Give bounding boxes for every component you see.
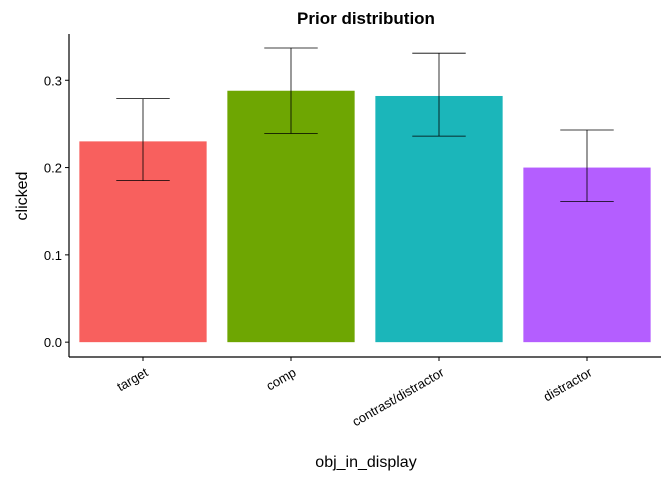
x-tick-label: distractor [541, 364, 595, 404]
plot-area [79, 47, 651, 343]
x-axis-ticks: target comp contrast/distractor distractor [114, 357, 595, 429]
y-axis-title: clicked [14, 172, 31, 221]
x-tick-label: contrast/distractor [350, 364, 448, 429]
bar-contrast-distractor [375, 95, 503, 343]
y-axis-ticks: 0.0 0.1 0.2 0.3 [44, 73, 69, 350]
y-tick-label: 0.0 [44, 335, 62, 350]
y-tick-label: 0.3 [44, 73, 62, 88]
y-tick-label: 0.2 [44, 161, 62, 176]
x-tick-label: target [114, 364, 151, 394]
chart-title: Prior distribution [297, 9, 435, 28]
x-axis-title: obj_in_display [315, 454, 416, 471]
x-tick-label: comp [263, 365, 298, 394]
y-tick-label: 0.1 [44, 248, 62, 263]
